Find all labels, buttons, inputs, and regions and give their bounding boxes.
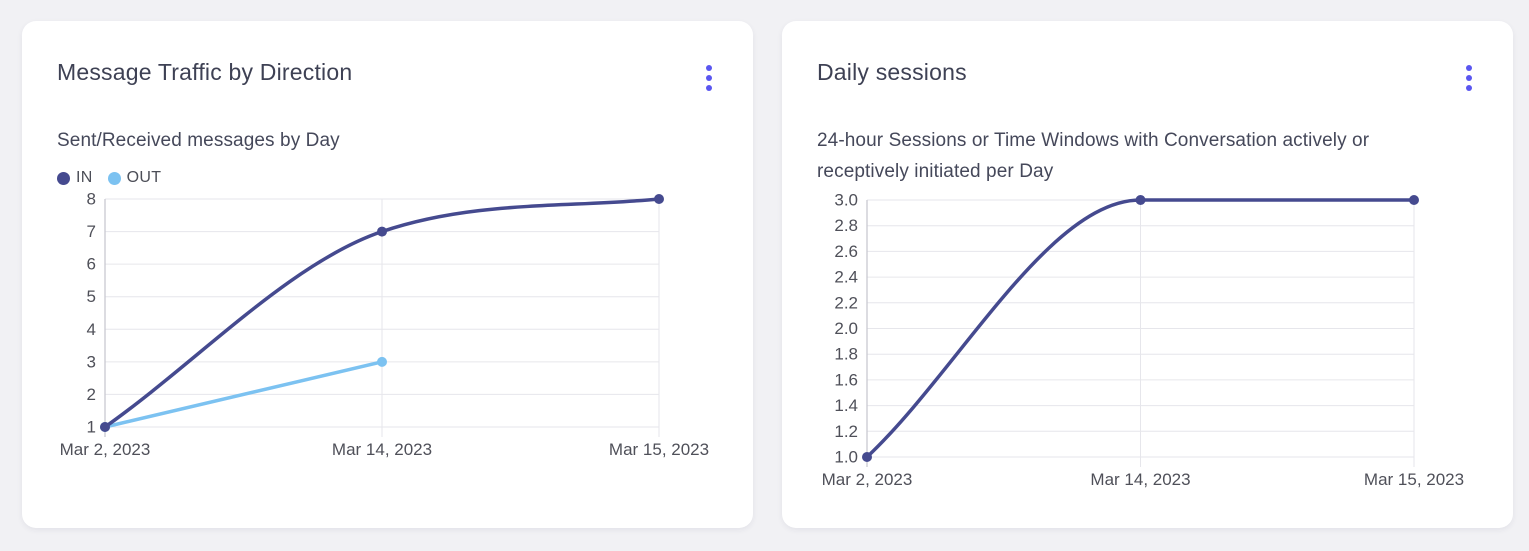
y-tick-label: 2.6 [834,242,858,261]
y-tick-label: 1.0 [834,447,858,466]
card-menu-button[interactable] [700,61,718,95]
y-tick-label: 4 [87,320,96,339]
data-point-in [654,194,664,205]
series-line-daily-sessions [865,197,1416,459]
y-tick-label: 1.8 [834,344,858,363]
y-tick-label: 2.4 [834,267,858,286]
kebab-menu-icon [1466,65,1472,91]
legend-dot-icon [107,171,121,185]
y-tick-label: 1 [87,418,96,437]
data-point-out [377,357,387,368]
card-title: Daily sessions [817,59,967,85]
card-menu-button[interactable] [1460,61,1478,95]
y-tick-label: 2.2 [834,293,858,312]
x-tick-label: Mar 2, 2023 [822,470,913,489]
series-line-out [103,360,384,430]
message-traffic-card: Message Traffic by Direction Sent/Receiv… [22,21,753,528]
x-tick-label: Mar 14, 2023 [332,440,432,459]
card-title: Message Traffic by Direction [57,59,353,85]
data-point-in [377,226,387,237]
y-tick-label: 7 [87,222,96,241]
y-tick-label: 2.8 [834,216,858,235]
data-point-daily-sessions [1409,194,1419,205]
card-subtitle: 24-hour Sessions or Time Windows with Co… [817,130,1370,183]
y-tick-label: 8 [87,190,96,209]
message-traffic-line-chart: 1 2 3 4 5 6 7 8 Mar 2, 2023 Mar 14, 2023 Mar 15, 2… [60,190,709,460]
y-tick-label: 5 [87,288,96,307]
y-tick-label: 1.2 [834,421,858,440]
data-point-daily-sessions [1135,194,1146,205]
y-tick-label: 2.0 [834,319,858,338]
y-tick-label: 1.6 [834,370,858,389]
chart-area: 1 2 3 4 5 6 7 8 Mar 2, 2023 Mar 14, 2023 Mar 15, 2… [57,190,718,461]
card-header: Message Traffic by Direction [57,59,718,95]
card-header: Daily sessions [817,59,1478,95]
legend-label: IN [76,169,93,187]
y-tick-label: 3.0 [834,190,858,209]
y-tick-label: 6 [87,255,96,274]
data-point-in [100,422,110,433]
data-point-daily-sessions [862,451,872,462]
legend-item-in[interactable]: IN [57,169,93,187]
y-tick-label: 2 [87,385,96,404]
legend-dot-icon [57,171,70,185]
kebab-menu-icon [706,65,712,91]
legend-item-out[interactable]: OUT [107,169,162,187]
x-tick-label: Mar 2, 2023 [60,440,151,459]
card-subtitle: Sent/Received messages by Day [57,130,340,151]
x-tick-label: Mar 15, 2023 [1364,470,1464,489]
chart-legend: IN OUT [57,169,718,187]
chart-area: 1.0 1.2 1.4 1.6 1.8 2.0 2.2 2.4 2.6 2.8 3.0 Mar 2, … [817,190,1478,492]
y-tick-label: 1.4 [834,396,858,415]
legend-label: OUT [126,169,162,187]
x-tick-label: Mar 15, 2023 [609,440,709,459]
daily-sessions-line-chart: 1.0 1.2 1.4 1.6 1.8 2.0 2.2 2.4 2.6 2.8 3.0 Mar 2, … [822,190,1464,489]
x-tick-label: Mar 14, 2023 [1090,470,1190,489]
y-tick-label: 3 [87,353,96,372]
daily-sessions-card: Daily sessions 24-hour Sessions or Time … [782,21,1513,528]
